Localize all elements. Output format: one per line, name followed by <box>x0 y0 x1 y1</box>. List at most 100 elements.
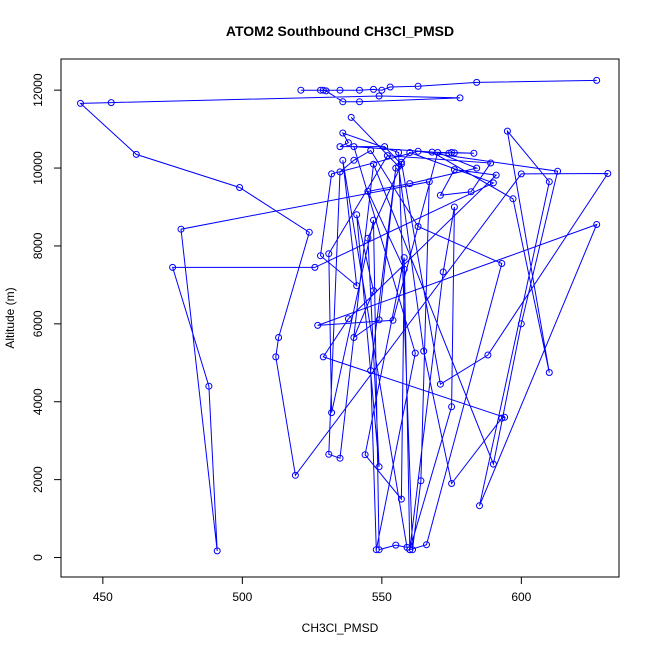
data-point <box>517 320 525 328</box>
data-point <box>476 502 483 510</box>
data-point <box>314 321 322 329</box>
data-point <box>498 260 506 267</box>
data-point <box>450 203 458 211</box>
data-point <box>328 170 336 178</box>
data-point <box>370 216 377 224</box>
data-point <box>213 547 221 555</box>
data-point <box>322 87 330 95</box>
data-point <box>77 99 84 107</box>
data-point <box>517 170 525 178</box>
data-point <box>414 223 422 230</box>
data-point <box>487 159 495 167</box>
plot-frame <box>60 58 620 578</box>
data-point <box>473 164 481 172</box>
data-point <box>395 163 403 170</box>
data-point <box>417 477 425 485</box>
data-point <box>450 149 458 157</box>
data-point <box>604 170 612 177</box>
data-point <box>339 156 347 164</box>
data-point <box>503 127 511 135</box>
data-point <box>370 287 377 295</box>
x-tick-label: 550 <box>372 590 392 604</box>
data-point <box>392 541 400 549</box>
data-point <box>492 171 500 179</box>
data-point <box>372 546 380 554</box>
data-point <box>414 147 422 155</box>
data-point <box>297 86 305 94</box>
data-point <box>554 167 562 175</box>
data-point <box>236 184 244 191</box>
y-axis-label: Altitude (m) <box>3 287 17 348</box>
data-point <box>375 463 383 471</box>
data-point <box>400 265 408 273</box>
series-layer <box>77 76 612 555</box>
x-tick-label: 500 <box>232 590 252 604</box>
x-axis-label: CH3Cl_PMSD <box>302 621 379 635</box>
data-point <box>169 263 177 271</box>
data-point <box>325 450 333 458</box>
data-point <box>317 252 324 260</box>
y-tick-label: 12000 <box>31 73 45 107</box>
data-point <box>347 113 355 121</box>
data-point <box>395 149 403 156</box>
data-point <box>467 188 475 196</box>
data-point <box>367 367 375 375</box>
data-point <box>356 98 363 106</box>
data-point <box>367 147 375 154</box>
data-point <box>423 541 430 549</box>
y-tick-label: 2000 <box>31 466 45 493</box>
series-line <box>79 79 609 551</box>
data-point <box>389 316 397 324</box>
data-point <box>400 254 408 262</box>
data-point <box>473 78 481 86</box>
data-point <box>336 454 344 462</box>
y-axis: 0 2000 4000 6000 8000 10000 12000 <box>31 73 62 561</box>
data-point <box>344 315 352 323</box>
data-point <box>470 149 478 157</box>
data-point <box>375 546 383 554</box>
data-point <box>353 282 361 290</box>
data-point <box>205 382 213 390</box>
data-point <box>375 316 383 324</box>
data-point <box>375 92 383 100</box>
data-point <box>545 178 553 186</box>
data-point <box>350 143 358 151</box>
data-point <box>339 98 347 106</box>
y-tick-label: 6000 <box>31 310 45 337</box>
data-point <box>484 351 492 359</box>
data-point <box>414 82 422 90</box>
data-point <box>434 149 442 156</box>
data-point <box>272 353 280 361</box>
data-point <box>489 460 497 468</box>
data-point <box>319 353 327 361</box>
data-point <box>311 263 319 271</box>
data-point <box>411 349 419 357</box>
data-point <box>364 234 372 242</box>
data-point <box>305 228 313 236</box>
data-point <box>319 86 327 94</box>
data-point <box>350 334 358 341</box>
x-tick-label: 600 <box>511 590 531 604</box>
data-point <box>501 413 509 421</box>
data-point <box>397 495 405 503</box>
data-point <box>386 83 394 91</box>
data-point <box>456 94 464 102</box>
chart-title: ATOM2 Southbound CH3Cl_PMSD <box>226 23 454 39</box>
data-point <box>509 195 517 203</box>
data-point <box>364 187 372 195</box>
data-point <box>383 152 391 160</box>
data-point <box>489 179 497 187</box>
data-point <box>275 334 283 341</box>
data-point <box>132 150 140 158</box>
data-point <box>439 268 447 276</box>
data-point <box>370 85 377 93</box>
data-point <box>403 543 411 551</box>
data-point <box>336 86 344 94</box>
data-point <box>448 149 456 156</box>
data-point <box>436 380 444 388</box>
data-point <box>448 480 456 487</box>
data-point <box>356 86 363 94</box>
data-point <box>381 143 389 151</box>
